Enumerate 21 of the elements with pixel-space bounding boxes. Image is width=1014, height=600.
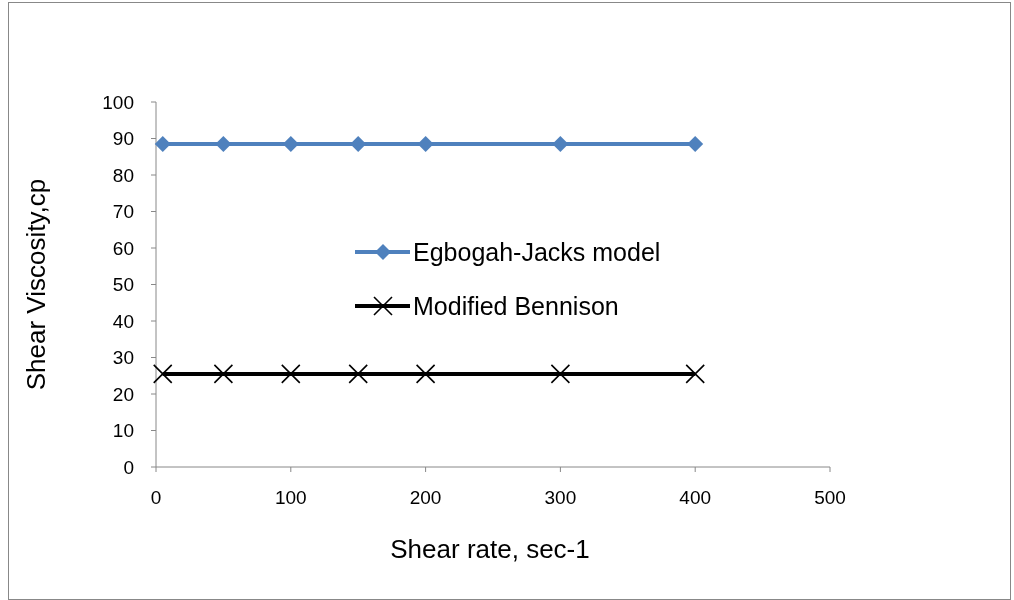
y-tick-label: 30 <box>112 347 134 369</box>
x-tick-label: 500 <box>814 487 846 508</box>
x-tick-label: 400 <box>679 487 712 508</box>
x-axis-title: Shear rate, sec-1 <box>390 534 590 564</box>
y-tick-label: 80 <box>112 164 134 186</box>
y-tick-label: 50 <box>112 274 134 296</box>
x-tick-label: 0 <box>150 487 162 508</box>
y-tick-label: 100 <box>102 91 134 113</box>
x-tick-label: 200 <box>409 487 442 508</box>
y-tick-label: 0 <box>123 456 134 478</box>
legend-label: Egbogah-Jacks model <box>413 237 661 266</box>
y-tick-label: 40 <box>112 310 134 332</box>
y-axis-title: Shear Viscosity,cp <box>21 178 51 391</box>
y-tick-label: 10 <box>112 420 134 442</box>
y-tick-label: 60 <box>112 237 134 259</box>
y-tick-label: 90 <box>112 128 134 150</box>
x-tick-label: 300 <box>544 487 577 508</box>
legend-label: Modified Bennison <box>413 291 619 320</box>
y-tick-label: 20 <box>112 383 134 405</box>
x-tick-label: 100 <box>274 487 307 508</box>
y-tick-label: 70 <box>112 201 134 223</box>
